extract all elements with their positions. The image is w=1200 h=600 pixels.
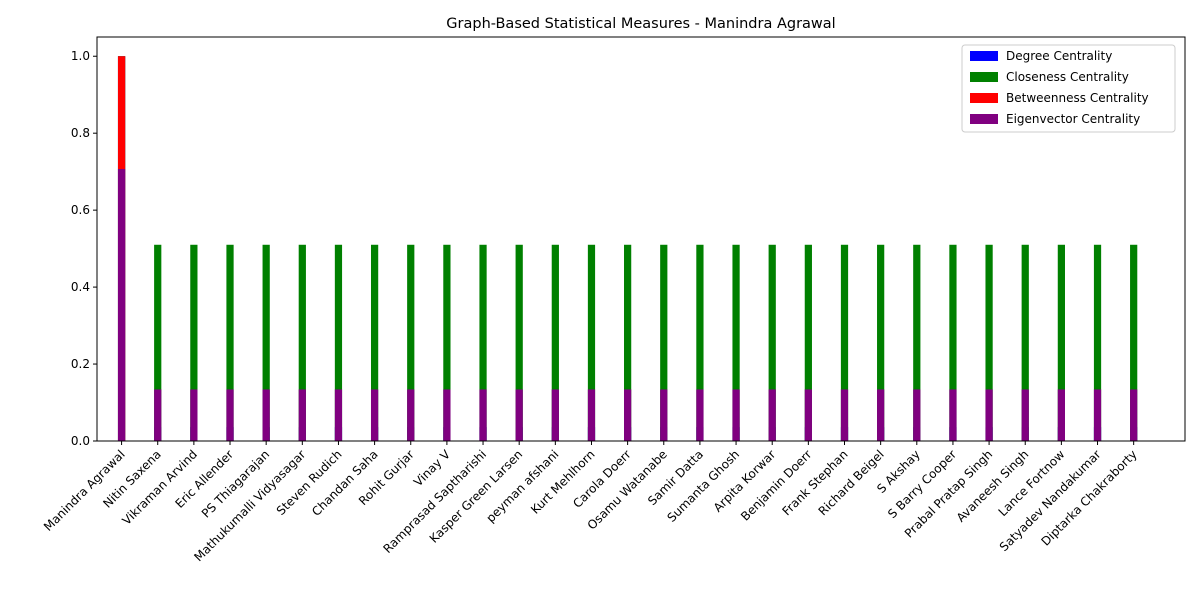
legend-label: Closeness Centrality bbox=[1006, 70, 1129, 84]
bar bbox=[262, 389, 270, 441]
bar bbox=[190, 389, 198, 441]
bar bbox=[949, 389, 957, 441]
bar bbox=[804, 389, 812, 441]
chart-title: Graph-Based Statistical Measures - Manin… bbox=[446, 16, 835, 32]
bar bbox=[1057, 244, 1065, 441]
bar bbox=[551, 389, 559, 441]
legend-swatch bbox=[970, 51, 998, 61]
bar bbox=[262, 244, 270, 441]
bar bbox=[587, 389, 596, 441]
bar bbox=[696, 389, 704, 441]
bar bbox=[840, 389, 849, 441]
bar bbox=[804, 244, 812, 441]
bar bbox=[190, 244, 198, 441]
bar bbox=[877, 244, 885, 441]
bar bbox=[1130, 244, 1138, 441]
bar bbox=[515, 389, 523, 441]
y-tick-label: 0.4 bbox=[71, 280, 90, 294]
bar bbox=[696, 244, 704, 441]
bar bbox=[768, 389, 776, 441]
bar bbox=[154, 389, 162, 441]
bar bbox=[334, 389, 343, 441]
bar bbox=[479, 244, 487, 441]
bar bbox=[877, 389, 885, 441]
y-tick-label: 0.2 bbox=[71, 357, 90, 371]
y-tick-label: 0.0 bbox=[71, 434, 90, 448]
legend-label: Betweenness Centrality bbox=[1006, 91, 1149, 105]
legend-swatch bbox=[970, 114, 998, 124]
bar bbox=[732, 389, 740, 441]
bar bbox=[624, 244, 632, 441]
bar bbox=[1021, 389, 1029, 441]
bar bbox=[1093, 389, 1102, 441]
legend-label: Eigenvector Centrality bbox=[1006, 112, 1140, 126]
bar bbox=[370, 244, 379, 441]
bar bbox=[660, 244, 668, 441]
y-tick-label: 1.0 bbox=[71, 49, 90, 63]
bar bbox=[985, 389, 993, 441]
bar bbox=[587, 244, 596, 441]
bar bbox=[226, 244, 234, 441]
bar bbox=[117, 168, 126, 441]
bar bbox=[515, 244, 523, 441]
x-tick-label: Steven Rudich bbox=[274, 447, 345, 518]
bar bbox=[1021, 244, 1029, 441]
plot-frame bbox=[96, 36, 1186, 442]
bar bbox=[370, 389, 379, 441]
bar bbox=[732, 244, 740, 441]
x-tick-label: Kurt Mehlhorn bbox=[528, 447, 597, 516]
legend-swatch bbox=[970, 93, 998, 103]
bar bbox=[1093, 244, 1102, 441]
legend-swatch bbox=[970, 72, 998, 82]
bar bbox=[551, 244, 559, 441]
legend-label: Degree Centrality bbox=[1006, 49, 1112, 63]
bar bbox=[334, 244, 343, 441]
bar bbox=[226, 389, 234, 441]
bar bbox=[407, 389, 415, 441]
bar bbox=[985, 244, 993, 441]
y-tick-label: 0.6 bbox=[71, 203, 90, 217]
bar bbox=[949, 244, 957, 441]
bar bbox=[298, 389, 306, 441]
bar bbox=[443, 389, 451, 441]
bar bbox=[660, 389, 668, 441]
bar bbox=[913, 389, 921, 441]
bar bbox=[624, 389, 632, 441]
y-tick-label: 0.8 bbox=[71, 126, 90, 140]
bar bbox=[840, 244, 849, 441]
legend-box bbox=[961, 44, 1176, 133]
bar bbox=[1130, 389, 1138, 441]
bar bbox=[443, 244, 451, 441]
bar bbox=[154, 244, 162, 441]
bar bbox=[407, 244, 415, 441]
bar bbox=[298, 244, 306, 441]
bar bbox=[913, 244, 921, 441]
bar bbox=[1057, 389, 1065, 441]
bar bbox=[479, 389, 487, 441]
bar bbox=[768, 244, 776, 441]
